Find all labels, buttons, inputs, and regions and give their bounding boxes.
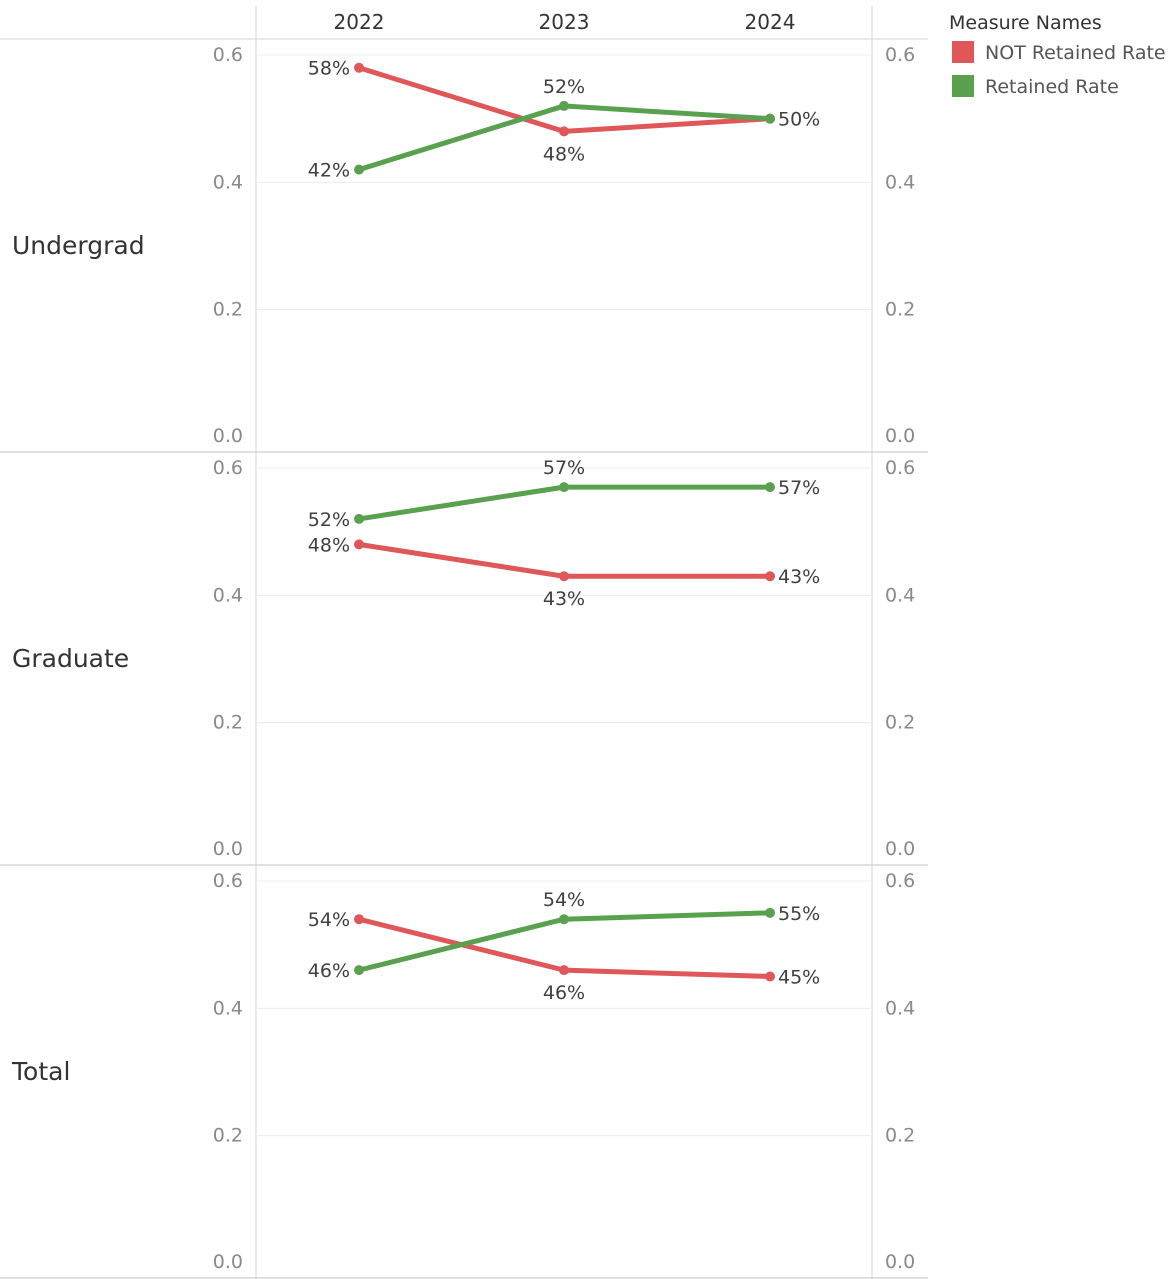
y-tick-label-left: 0.6 [213, 44, 243, 66]
data-label-not-retained: 48% [308, 534, 350, 556]
legend: Measure Names NOT Retained Rate Retained R… [949, 12, 1166, 98]
data-label-retained: 57% [778, 477, 820, 499]
data-label-not-retained: 54% [308, 909, 350, 931]
data-point-retained [559, 100, 569, 111]
data-point-not-retained [765, 971, 775, 982]
data-label-not-retained: 43% [778, 566, 820, 588]
y-tick-label-left: 0.0 [213, 838, 243, 860]
data-point-retained [765, 482, 775, 493]
row-label-graduate: Graduate [12, 644, 129, 673]
y-tick-label-right: 0.4 [885, 171, 915, 193]
data-point-not-retained [559, 571, 569, 582]
data-label-retained: 52% [308, 509, 350, 531]
data-point-retained [354, 965, 364, 976]
data-point-retained [765, 113, 775, 124]
y-tick-label-left: 0.6 [213, 457, 243, 479]
x-tick-label-2023: 2023 [539, 10, 590, 34]
y-tick-label-left: 0.2 [213, 712, 243, 734]
data-point-not-retained [559, 126, 569, 137]
data-point-not-retained [765, 571, 775, 582]
y-tick-label-left: 0.4 [213, 584, 243, 606]
data-point-not-retained [354, 539, 364, 550]
y-tick-label-right: 0.4 [885, 584, 915, 606]
data-label-retained: 54% [543, 889, 585, 911]
y-tick-label-left: 0.4 [213, 171, 243, 193]
data-label-retained: 46% [308, 960, 350, 982]
data-point-retained [354, 513, 364, 524]
y-tick-label-right: 0.2 [885, 299, 915, 321]
panel-total: 0.0 0.0 0.2 0.2 0.4 0.4 0.6 0.6 Total 54% 46% 46% 54… [0, 870, 928, 1279]
year-header: 2022 2023 2024 [334, 10, 796, 34]
legend-label-0: NOT Retained Rate [985, 42, 1166, 64]
y-tick-label-right: 0.6 [885, 44, 915, 66]
y-tick-label-right: 0.2 [885, 1125, 915, 1147]
chart-frame [0, 6, 928, 1279]
data-label-not-retained: 45% [778, 967, 820, 989]
data-label-retained: 55% [778, 903, 820, 925]
data-point-retained [765, 907, 775, 918]
y-tick-label-right: 0.0 [885, 425, 915, 447]
data-point-not-retained [354, 914, 364, 925]
data-point-not-retained [354, 62, 364, 73]
y-tick-label-right: 0.6 [885, 870, 915, 892]
legend-swatch-1 [952, 75, 974, 97]
data-label-not-retained: 58% [308, 58, 350, 80]
legend-title: Measure Names [949, 12, 1102, 34]
y-tick-label-left: 0.2 [213, 299, 243, 321]
y-tick-label-right: 0.0 [885, 838, 915, 860]
y-tick-label-left: 0.6 [213, 870, 243, 892]
panel-graduate: 0.0 0.0 0.2 0.2 0.4 0.4 0.6 0.6 Graduate 48% 52% 43… [0, 457, 928, 866]
legend-swatch-0 [952, 41, 974, 63]
data-point-retained [559, 914, 569, 925]
y-tick-label-right: 0.4 [885, 997, 915, 1019]
y-tick-label-left: 0.0 [213, 425, 243, 447]
data-label-retained: 52% [543, 76, 585, 98]
data-label-not-retained: 50% [778, 109, 820, 131]
data-point-retained [354, 164, 364, 175]
panels: 0.0 0.0 0.2 0.2 0.4 0.4 0.6 0.6 Undergrad 58% 42% 4… [0, 44, 928, 1279]
y-tick-label-left: 0.0 [213, 1251, 243, 1273]
y-tick-label-right: 0.0 [885, 1251, 915, 1273]
data-label-retained: 42% [308, 160, 350, 182]
panel-undergrad: 0.0 0.0 0.2 0.2 0.4 0.4 0.6 0.6 Undergrad 58% 42% 4… [0, 44, 928, 453]
x-tick-label-2024: 2024 [745, 10, 796, 34]
data-label-not-retained: 46% [543, 982, 585, 1004]
data-label-not-retained: 43% [543, 588, 585, 610]
y-tick-label-right: 0.2 [885, 712, 915, 734]
data-label-retained: 57% [543, 457, 585, 479]
y-tick-label-right: 0.6 [885, 457, 915, 479]
row-label-total: Total [11, 1057, 70, 1086]
x-tick-label-2022: 2022 [334, 10, 385, 34]
data-point-retained [559, 482, 569, 493]
data-label-not-retained: 48% [543, 143, 585, 165]
data-point-not-retained [559, 965, 569, 976]
row-label-undergrad: Undergrad [12, 231, 145, 260]
y-tick-label-left: 0.4 [213, 997, 243, 1019]
legend-label-1: Retained Rate [985, 76, 1119, 98]
y-tick-label-left: 0.2 [213, 1125, 243, 1147]
